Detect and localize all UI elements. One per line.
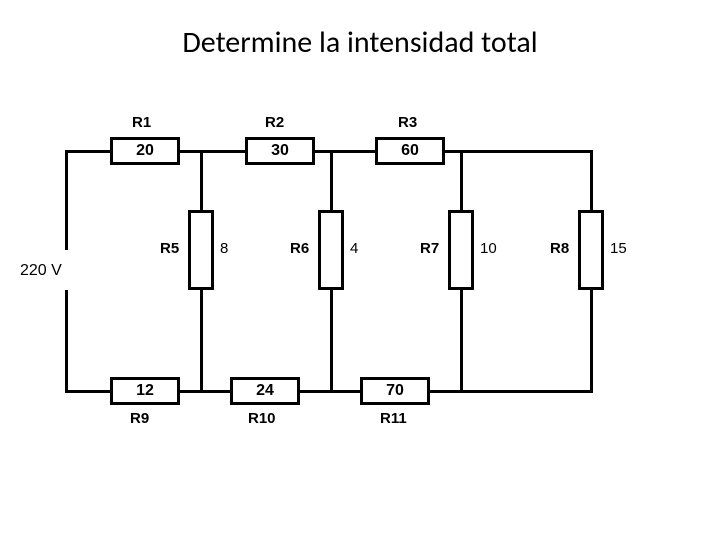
resistor-R2: 30 bbox=[245, 137, 315, 165]
resistor-label: R7 bbox=[420, 240, 439, 257]
voltage-source: 220 V bbox=[20, 262, 62, 280]
resistor-label: R9 bbox=[130, 410, 149, 427]
wire bbox=[180, 390, 230, 393]
resistor-R5 bbox=[188, 210, 214, 290]
resistor-value: 12 bbox=[136, 382, 154, 399]
page-title: Determine la intensidad total bbox=[0, 24, 720, 61]
wire bbox=[590, 290, 593, 393]
resistor-R9: 12 bbox=[110, 377, 180, 405]
wire bbox=[200, 150, 203, 210]
wire bbox=[200, 290, 203, 393]
resistor-R7 bbox=[448, 210, 474, 290]
resistor-value: 60 bbox=[401, 142, 419, 159]
resistor-label: R2 bbox=[265, 114, 284, 131]
wire bbox=[65, 150, 68, 250]
wire bbox=[65, 390, 110, 393]
wire bbox=[590, 150, 593, 210]
resistor-label: R5 bbox=[160, 240, 179, 257]
resistor-value: 24 bbox=[256, 382, 274, 399]
wire bbox=[445, 150, 593, 153]
wire bbox=[315, 150, 375, 153]
resistor-label: R1 bbox=[132, 114, 151, 131]
circuit-diagram: 20 R1 30 R2 60 R3 12 R9 24 R10 70 R11 22… bbox=[60, 110, 660, 490]
wire bbox=[460, 150, 463, 210]
wire bbox=[330, 150, 333, 210]
resistor-value: 15 bbox=[610, 240, 627, 257]
resistor-label: R8 bbox=[550, 240, 569, 257]
resistor-R3: 60 bbox=[375, 137, 445, 165]
resistor-label: R11 bbox=[380, 410, 407, 427]
wire bbox=[65, 150, 110, 153]
resistor-value: 70 bbox=[386, 382, 404, 399]
resistor-value: 20 bbox=[136, 142, 154, 159]
resistor-value: 10 bbox=[480, 240, 497, 257]
resistor-R10: 24 bbox=[230, 377, 300, 405]
wire bbox=[430, 390, 593, 393]
wire bbox=[65, 290, 68, 393]
resistor-R8 bbox=[578, 210, 604, 290]
resistor-label: R3 bbox=[398, 114, 417, 131]
wire bbox=[460, 290, 463, 393]
resistor-label: R10 bbox=[248, 410, 276, 427]
wire bbox=[330, 290, 333, 393]
resistor-value: 8 bbox=[220, 240, 228, 257]
resistor-value: 4 bbox=[350, 240, 358, 257]
resistor-value: 30 bbox=[271, 142, 289, 159]
wire bbox=[180, 150, 245, 153]
resistor-R11: 70 bbox=[360, 377, 430, 405]
resistor-label: R6 bbox=[290, 240, 309, 257]
resistor-R6 bbox=[318, 210, 344, 290]
resistor-R1: 20 bbox=[110, 137, 180, 165]
